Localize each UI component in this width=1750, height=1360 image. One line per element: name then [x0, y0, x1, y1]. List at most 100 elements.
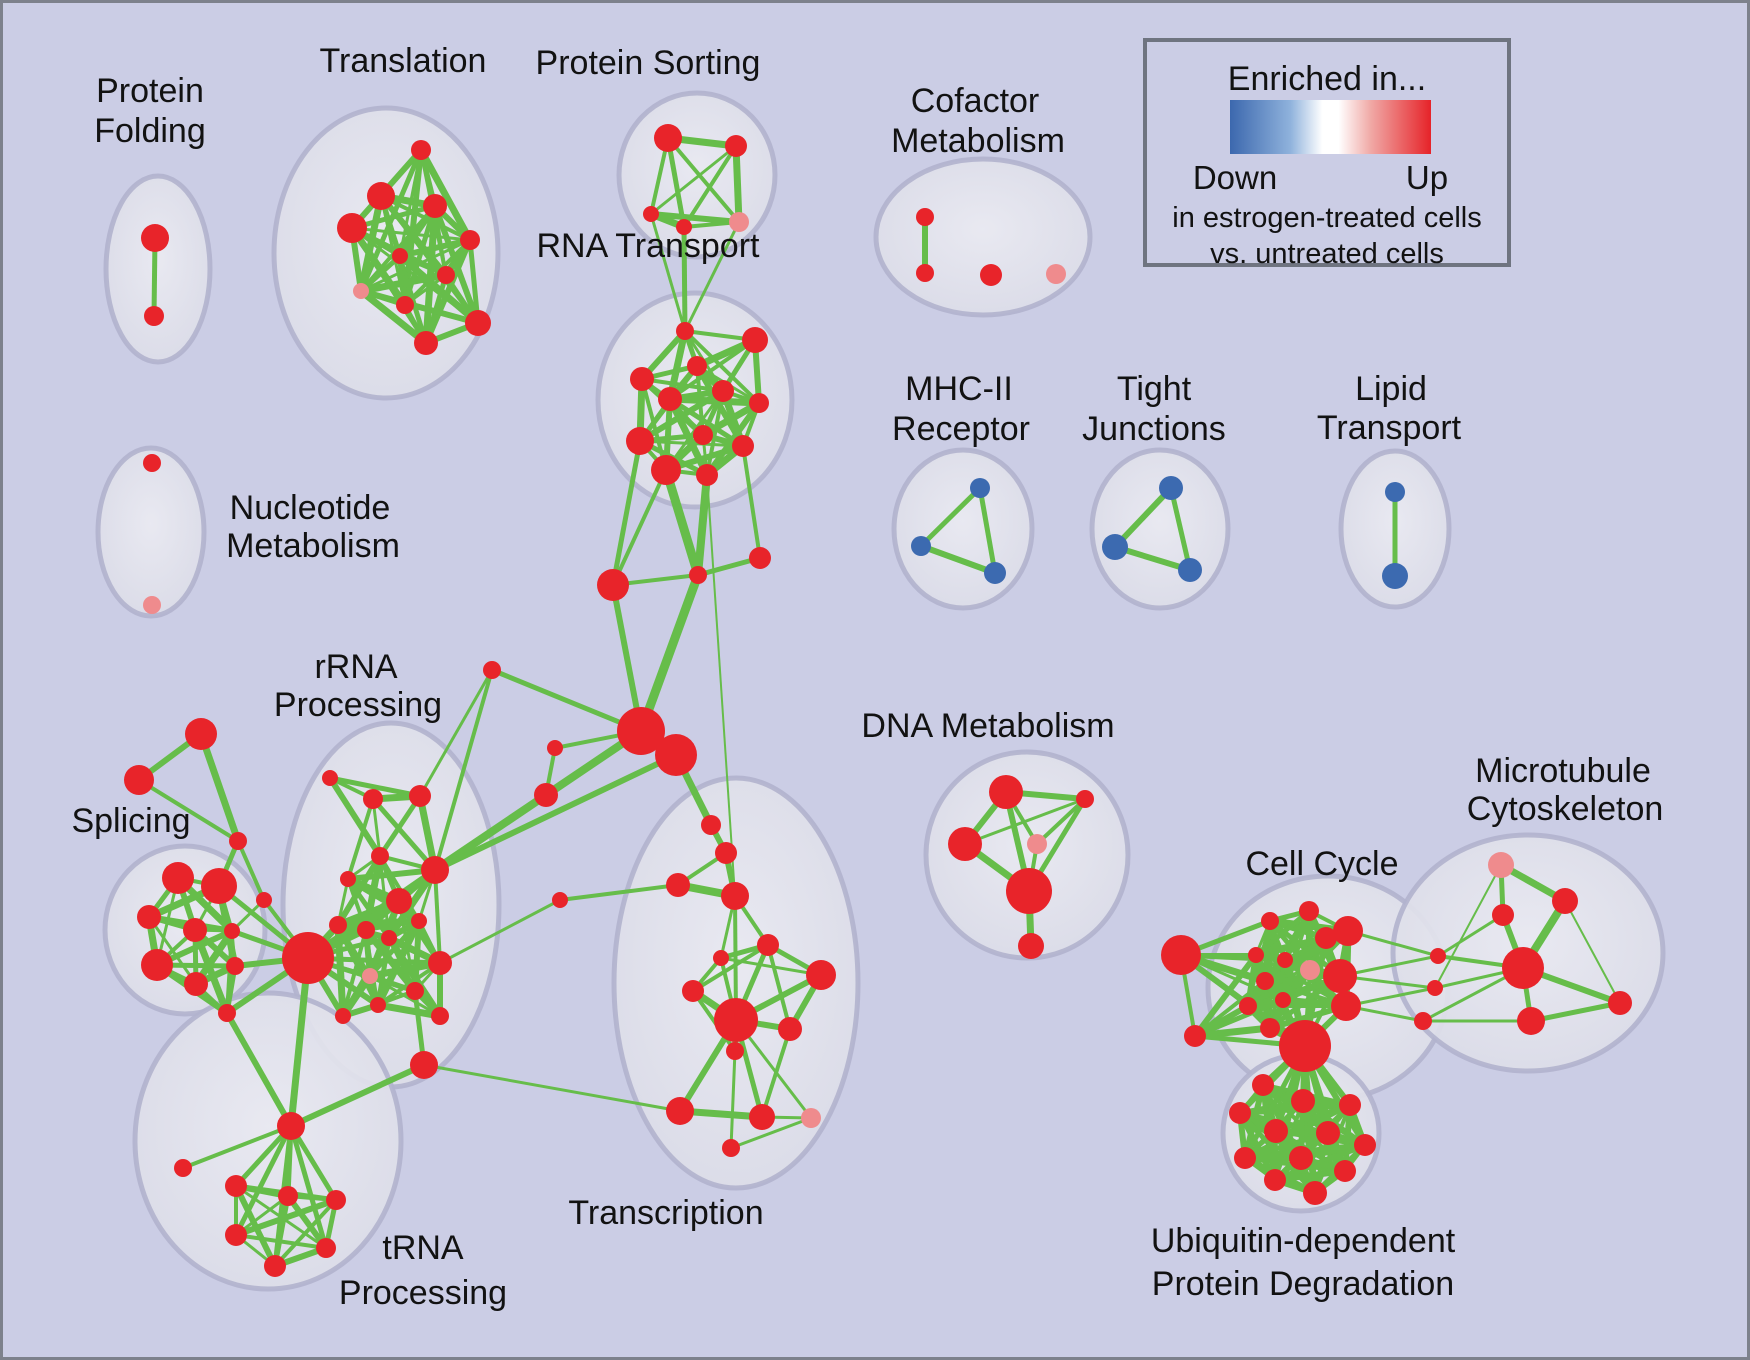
node-ub-9[interactable]: [1334, 1160, 1356, 1182]
node-rrna-7[interactable]: [329, 916, 347, 934]
node-con-16[interactable]: [277, 1112, 305, 1140]
node-dna-0[interactable]: [989, 775, 1023, 809]
node-mt-0[interactable]: [1488, 852, 1514, 878]
node-nuc-0[interactable]: [143, 454, 161, 472]
node-pf-0[interactable]: [141, 224, 169, 252]
node-rrna-15[interactable]: [335, 1008, 351, 1024]
node-cc-3[interactable]: [1299, 901, 1319, 921]
node-con-8[interactable]: [547, 740, 563, 756]
node-con-1[interactable]: [124, 765, 154, 795]
node-con-2[interactable]: [229, 832, 247, 850]
node-cof-3[interactable]: [1046, 264, 1066, 284]
node-tra-11[interactable]: [801, 1108, 821, 1128]
node-rrna-14[interactable]: [370, 997, 386, 1013]
node-rnt-3[interactable]: [630, 367, 654, 391]
node-con-4[interactable]: [282, 932, 334, 984]
node-rrna-10[interactable]: [411, 913, 427, 929]
node-dna-4[interactable]: [1006, 868, 1052, 914]
node-con-5[interactable]: [483, 661, 501, 679]
node-nuc-1[interactable]: [143, 596, 161, 614]
node-rrna-3[interactable]: [371, 847, 389, 865]
node-cc-8[interactable]: [1300, 960, 1320, 980]
node-tj-0[interactable]: [1159, 476, 1183, 500]
node-tra-2[interactable]: [757, 934, 779, 956]
node-rrna-11[interactable]: [428, 951, 452, 975]
node-rrna-5[interactable]: [421, 856, 449, 884]
node-con-12[interactable]: [597, 569, 629, 601]
node-dna-3[interactable]: [1027, 834, 1047, 854]
node-mhc-2[interactable]: [984, 562, 1006, 584]
node-ps-2[interactable]: [643, 206, 659, 222]
node-ub-11[interactable]: [1303, 1181, 1327, 1205]
node-con-15[interactable]: [715, 842, 737, 864]
node-tj-1[interactable]: [1102, 534, 1128, 560]
node-tl-9[interactable]: [465, 310, 491, 336]
node-lip-0[interactable]: [1385, 482, 1405, 502]
node-rnt-10[interactable]: [651, 455, 681, 485]
node-spl-8[interactable]: [218, 1004, 236, 1022]
node-rnt-1[interactable]: [742, 327, 768, 353]
node-tra-12[interactable]: [722, 1139, 740, 1157]
node-dna-1[interactable]: [1076, 790, 1094, 808]
node-spl-1[interactable]: [201, 868, 237, 904]
node-spl-5[interactable]: [141, 949, 173, 981]
node-cc-0[interactable]: [1161, 935, 1201, 975]
node-cc-5[interactable]: [1333, 916, 1363, 946]
node-con-21[interactable]: [1414, 1012, 1432, 1030]
node-cof-1[interactable]: [916, 264, 934, 282]
node-cc-15[interactable]: [1279, 1020, 1331, 1072]
node-mt-1[interactable]: [1552, 888, 1578, 914]
node-tl-8[interactable]: [396, 296, 414, 314]
node-cc-11[interactable]: [1239, 997, 1257, 1015]
node-tl-10[interactable]: [414, 331, 438, 355]
node-con-20[interactable]: [1427, 980, 1443, 996]
node-cc-4[interactable]: [1315, 927, 1337, 949]
node-con-11[interactable]: [689, 566, 707, 584]
node-tra-1[interactable]: [721, 882, 749, 910]
node-rnt-5[interactable]: [712, 380, 734, 402]
node-cc-13[interactable]: [1323, 959, 1357, 993]
node-tl-4[interactable]: [460, 230, 480, 250]
node-trna-4[interactable]: [316, 1238, 336, 1258]
node-cof-2[interactable]: [980, 264, 1002, 286]
node-ps-4[interactable]: [729, 212, 749, 232]
node-mt-3[interactable]: [1502, 947, 1544, 989]
node-rrna-4[interactable]: [340, 871, 356, 887]
node-con-0[interactable]: [185, 718, 217, 750]
node-pf-1[interactable]: [144, 306, 164, 326]
node-tra-8[interactable]: [726, 1042, 744, 1060]
node-dna-5[interactable]: [1018, 933, 1044, 959]
node-cc-14[interactable]: [1331, 991, 1361, 1021]
node-trna-5[interactable]: [264, 1255, 286, 1277]
node-ub-2[interactable]: [1339, 1094, 1361, 1116]
node-spl-0[interactable]: [162, 862, 194, 894]
node-mhc-1[interactable]: [911, 536, 931, 556]
node-rrna-16[interactable]: [431, 1007, 449, 1025]
node-spl-2[interactable]: [137, 905, 161, 929]
node-rnt-6[interactable]: [749, 393, 769, 413]
node-mt-4[interactable]: [1608, 991, 1632, 1015]
node-ps-0[interactable]: [654, 124, 682, 152]
node-tra-4[interactable]: [806, 960, 836, 990]
node-con-19[interactable]: [1430, 948, 1446, 964]
node-spl-6[interactable]: [184, 972, 208, 996]
node-tl-1[interactable]: [367, 182, 395, 210]
node-spl-7[interactable]: [226, 957, 244, 975]
node-cc-9[interactable]: [1256, 972, 1274, 990]
node-rnt-8[interactable]: [626, 427, 654, 455]
node-tra-6[interactable]: [714, 998, 758, 1042]
node-mt-2[interactable]: [1492, 904, 1514, 926]
node-ub-7[interactable]: [1234, 1147, 1256, 1169]
node-con-3[interactable]: [256, 892, 272, 908]
node-rrna-9[interactable]: [381, 930, 397, 946]
node-tl-2[interactable]: [423, 194, 447, 218]
node-tl-7[interactable]: [353, 283, 369, 299]
node-cc-1[interactable]: [1184, 1025, 1206, 1047]
node-dna-2[interactable]: [948, 827, 982, 861]
node-rrna-12[interactable]: [362, 968, 378, 984]
node-ub-8[interactable]: [1289, 1146, 1313, 1170]
node-trna-3[interactable]: [225, 1224, 247, 1246]
node-tl-6[interactable]: [437, 266, 455, 284]
node-spl-3[interactable]: [183, 918, 207, 942]
